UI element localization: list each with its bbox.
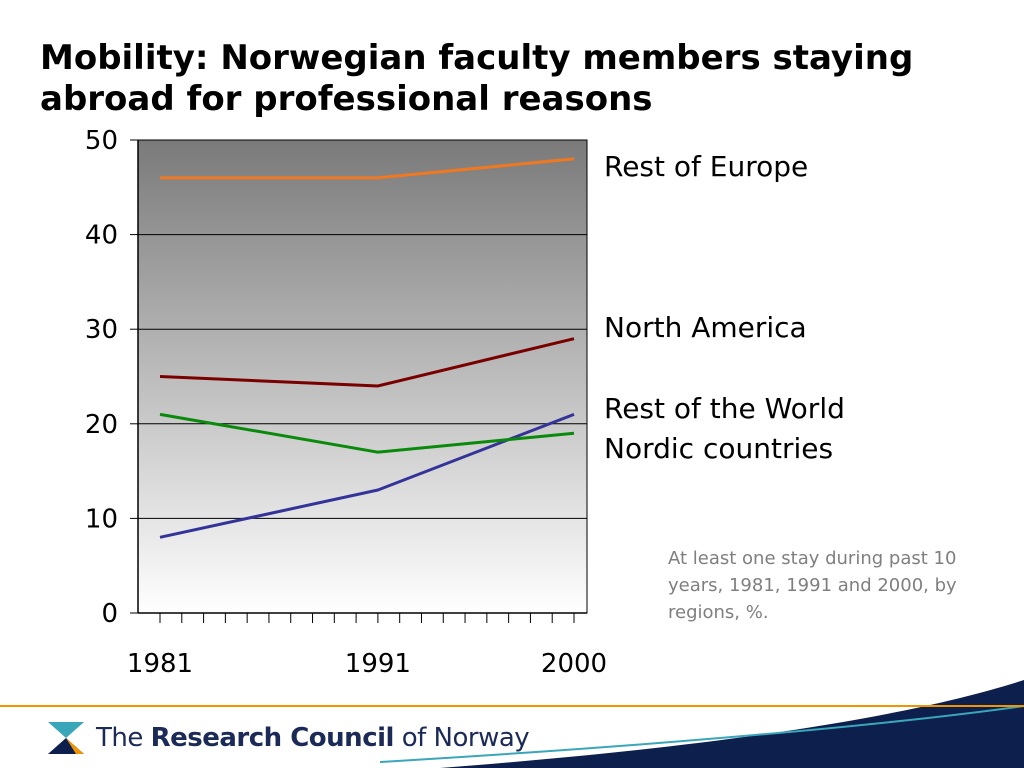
- brand-suffix: of Norway: [393, 723, 530, 753]
- series-line-north-america: [159, 337, 575, 388]
- plot-border: [137, 139, 588, 614]
- label-nordic-countries: Nordic countries: [604, 432, 834, 465]
- label-rest-of-the-world: Rest of the World: [604, 392, 845, 425]
- y-tick-label-50: 50: [85, 126, 118, 156]
- footer-teal-line: [379, 705, 1024, 763]
- label-north-america: North America: [604, 311, 807, 344]
- page-title: Mobility: Norwegian faculty members stay…: [40, 38, 914, 119]
- plot-area: [138, 140, 587, 613]
- chart-note: At least one stay during past 10 years, …: [668, 548, 957, 623]
- y-tick-label-30: 30: [85, 315, 118, 345]
- brand-name: The Research Council of Norway: [96, 723, 530, 753]
- y-tick-label-10: 10: [85, 504, 118, 534]
- footer-brand: The Research Council of Norway: [46, 718, 530, 758]
- brand-bold: Research Council: [150, 723, 395, 753]
- x-tick-label-2000: 2000: [541, 649, 607, 679]
- series-line-rest-of-europe: [160, 157, 575, 180]
- y-tick-label-40: 40: [85, 221, 118, 251]
- research-council-logo-icon: [48, 722, 84, 754]
- label-rest-of-europe: Rest of Europe: [604, 150, 809, 183]
- x-tick-label-1981: 1981: [127, 649, 193, 679]
- footer-swoosh: [440, 680, 1024, 768]
- series-line-nordic-countries: [159, 412, 575, 454]
- brand-prefix: The: [96, 723, 151, 753]
- y-tick-label-0: 0: [101, 599, 118, 629]
- y-tick-label-20: 20: [85, 410, 118, 440]
- x-tick-label-1991: 1991: [345, 649, 411, 679]
